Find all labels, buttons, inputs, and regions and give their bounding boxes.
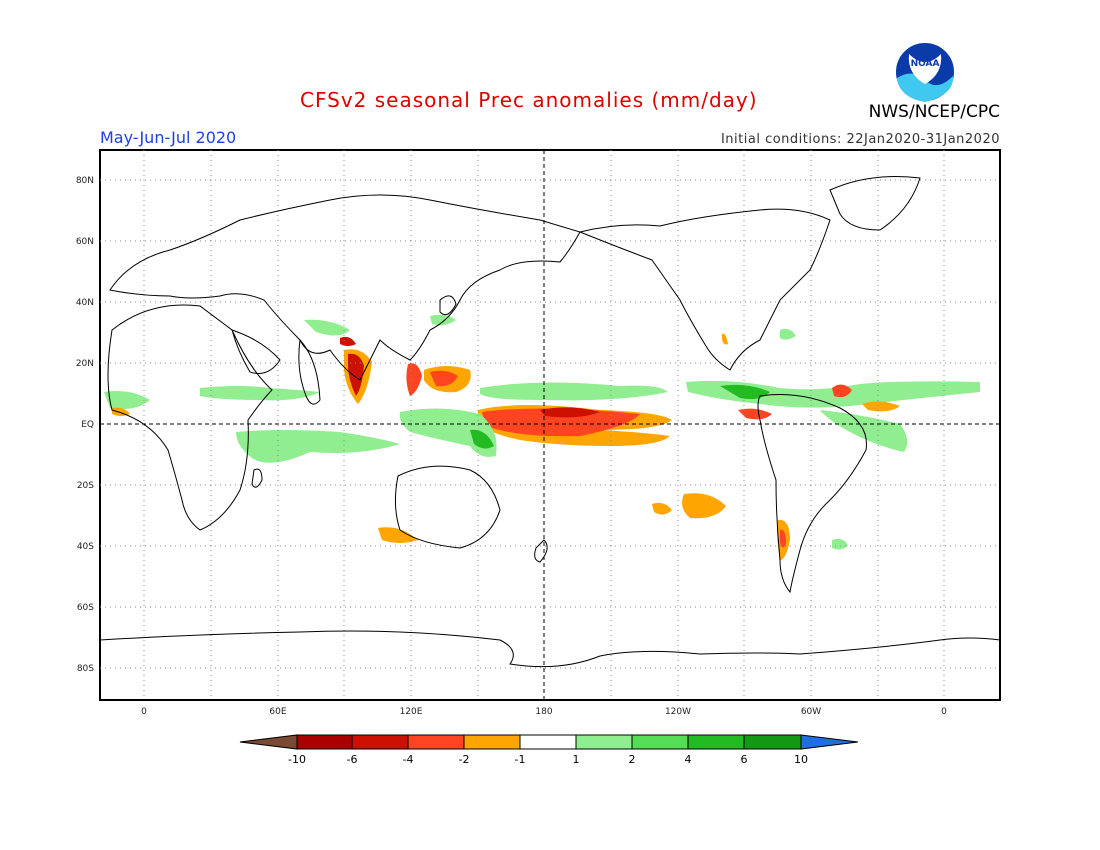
africa-wet	[104, 391, 150, 409]
colorbar-label: -2	[459, 753, 470, 766]
lon-axis-labels: 0 60E 120E 180 120W 60W 0	[141, 707, 947, 717]
lon-label: 180	[535, 707, 552, 717]
lon-label: 0	[941, 707, 947, 717]
central-america-wet	[720, 384, 770, 400]
colorbar-label: 1	[573, 753, 580, 766]
agency-label: NWS/NCEP/CPC	[868, 102, 1000, 122]
colorbar-arrow-left	[239, 734, 298, 750]
anomaly-shading	[104, 314, 980, 560]
west-pacific-dry-core	[430, 370, 458, 387]
logo-text: NOAA	[911, 59, 940, 69]
australia-coast	[394, 465, 501, 549]
lat-label: 60S	[77, 603, 94, 613]
season-label: May-Jun-Jul 2020	[100, 128, 237, 147]
australia-dry	[378, 527, 418, 543]
africa-coast	[107, 304, 273, 531]
lat-label: 20S	[77, 481, 94, 491]
colorbar-swatch	[463, 734, 521, 750]
atlantic-dry-2	[862, 401, 900, 412]
colorbar-label: -4	[403, 753, 414, 766]
colorbar-swatch	[743, 734, 802, 750]
colorbar-swatch	[631, 734, 689, 750]
south-america-coast	[757, 394, 867, 594]
colorbar-label: 10	[794, 753, 808, 766]
lat-label: 80N	[76, 176, 94, 186]
himalaya-dry	[340, 336, 356, 346]
colorbar-swatch	[351, 734, 409, 750]
lat-label: 20N	[76, 359, 94, 369]
india-wet	[304, 319, 350, 336]
colorbar-label: -1	[515, 753, 526, 766]
lon-label: 60E	[269, 707, 286, 717]
colorbar-label: -6	[347, 753, 358, 766]
lat-label: 60N	[76, 237, 94, 247]
lon-label: 0	[141, 707, 147, 717]
madagascar-coast	[251, 468, 263, 488]
colorbar-label: -10	[288, 753, 306, 766]
philippine-dry	[406, 363, 422, 396]
colorbar-arrow-right	[800, 734, 859, 750]
bay-of-bengal-dry-core	[348, 353, 364, 396]
lon-label: 60W	[801, 707, 821, 717]
indian-ocean-wet	[236, 430, 400, 463]
lat-label: 40N	[76, 298, 94, 308]
arabia-coast	[231, 329, 281, 374]
south-pacific-dry-1	[652, 502, 672, 515]
japan-coast	[439, 295, 457, 316]
japan-wet	[430, 314, 456, 326]
colorbar: -10 -6 -4 -2 -1 1 2 4 6 10	[239, 734, 859, 766]
chart-title: CFSv2 seasonal Prec anomalies (mm/day)	[300, 88, 758, 112]
arabian-wet	[200, 386, 320, 401]
noaa-logo: NOAA	[894, 41, 956, 103]
south-atlantic-wet	[832, 538, 848, 550]
pacific-dry-peak	[540, 407, 600, 418]
southeast-us-wet	[780, 328, 796, 340]
south-pacific-dry-2	[682, 493, 726, 519]
chile-dry-core	[780, 529, 786, 548]
colorbar-swatch	[687, 734, 745, 750]
atlantic-wet-band	[686, 380, 980, 408]
lat-label: EQ	[81, 420, 94, 430]
new-zealand-coast	[534, 539, 548, 563]
maritime-wet-core	[470, 429, 494, 449]
greenland-coast	[829, 176, 921, 231]
lat-label: 40S	[77, 542, 94, 552]
colorbar-swatch	[296, 734, 353, 750]
colorbar-swatch	[575, 734, 633, 750]
colorbar-label: 6	[741, 753, 748, 766]
india-coast	[298, 338, 321, 405]
colorbar-swatch	[407, 734, 465, 750]
graticule	[100, 150, 1000, 700]
lon-label: 120W	[665, 707, 691, 717]
colorbar-swatch	[519, 734, 577, 750]
initial-conditions-label: Initial conditions: 22Jan2020-31Jan2020	[720, 132, 1000, 147]
mexico-dry	[722, 333, 728, 345]
lon-label: 120E	[400, 707, 423, 717]
maritime-wet	[399, 408, 497, 457]
lat-axis-labels: 80N 60N 40N 20N EQ 20S 40S 60S 80S	[76, 176, 94, 674]
antarctica-coast	[99, 630, 1001, 668]
lat-label: 80S	[77, 664, 94, 674]
europe-asia-coast	[109, 194, 581, 381]
pacific-dry-core	[482, 408, 640, 437]
atlantic-dry-1	[832, 384, 852, 398]
coastlines	[99, 176, 1001, 668]
colorbar-label: 4	[685, 753, 692, 766]
colorbar-label: 2	[629, 753, 636, 766]
colombia-dry	[738, 408, 772, 420]
north-america-coast	[578, 208, 831, 371]
pacific-wet-band	[480, 382, 668, 401]
